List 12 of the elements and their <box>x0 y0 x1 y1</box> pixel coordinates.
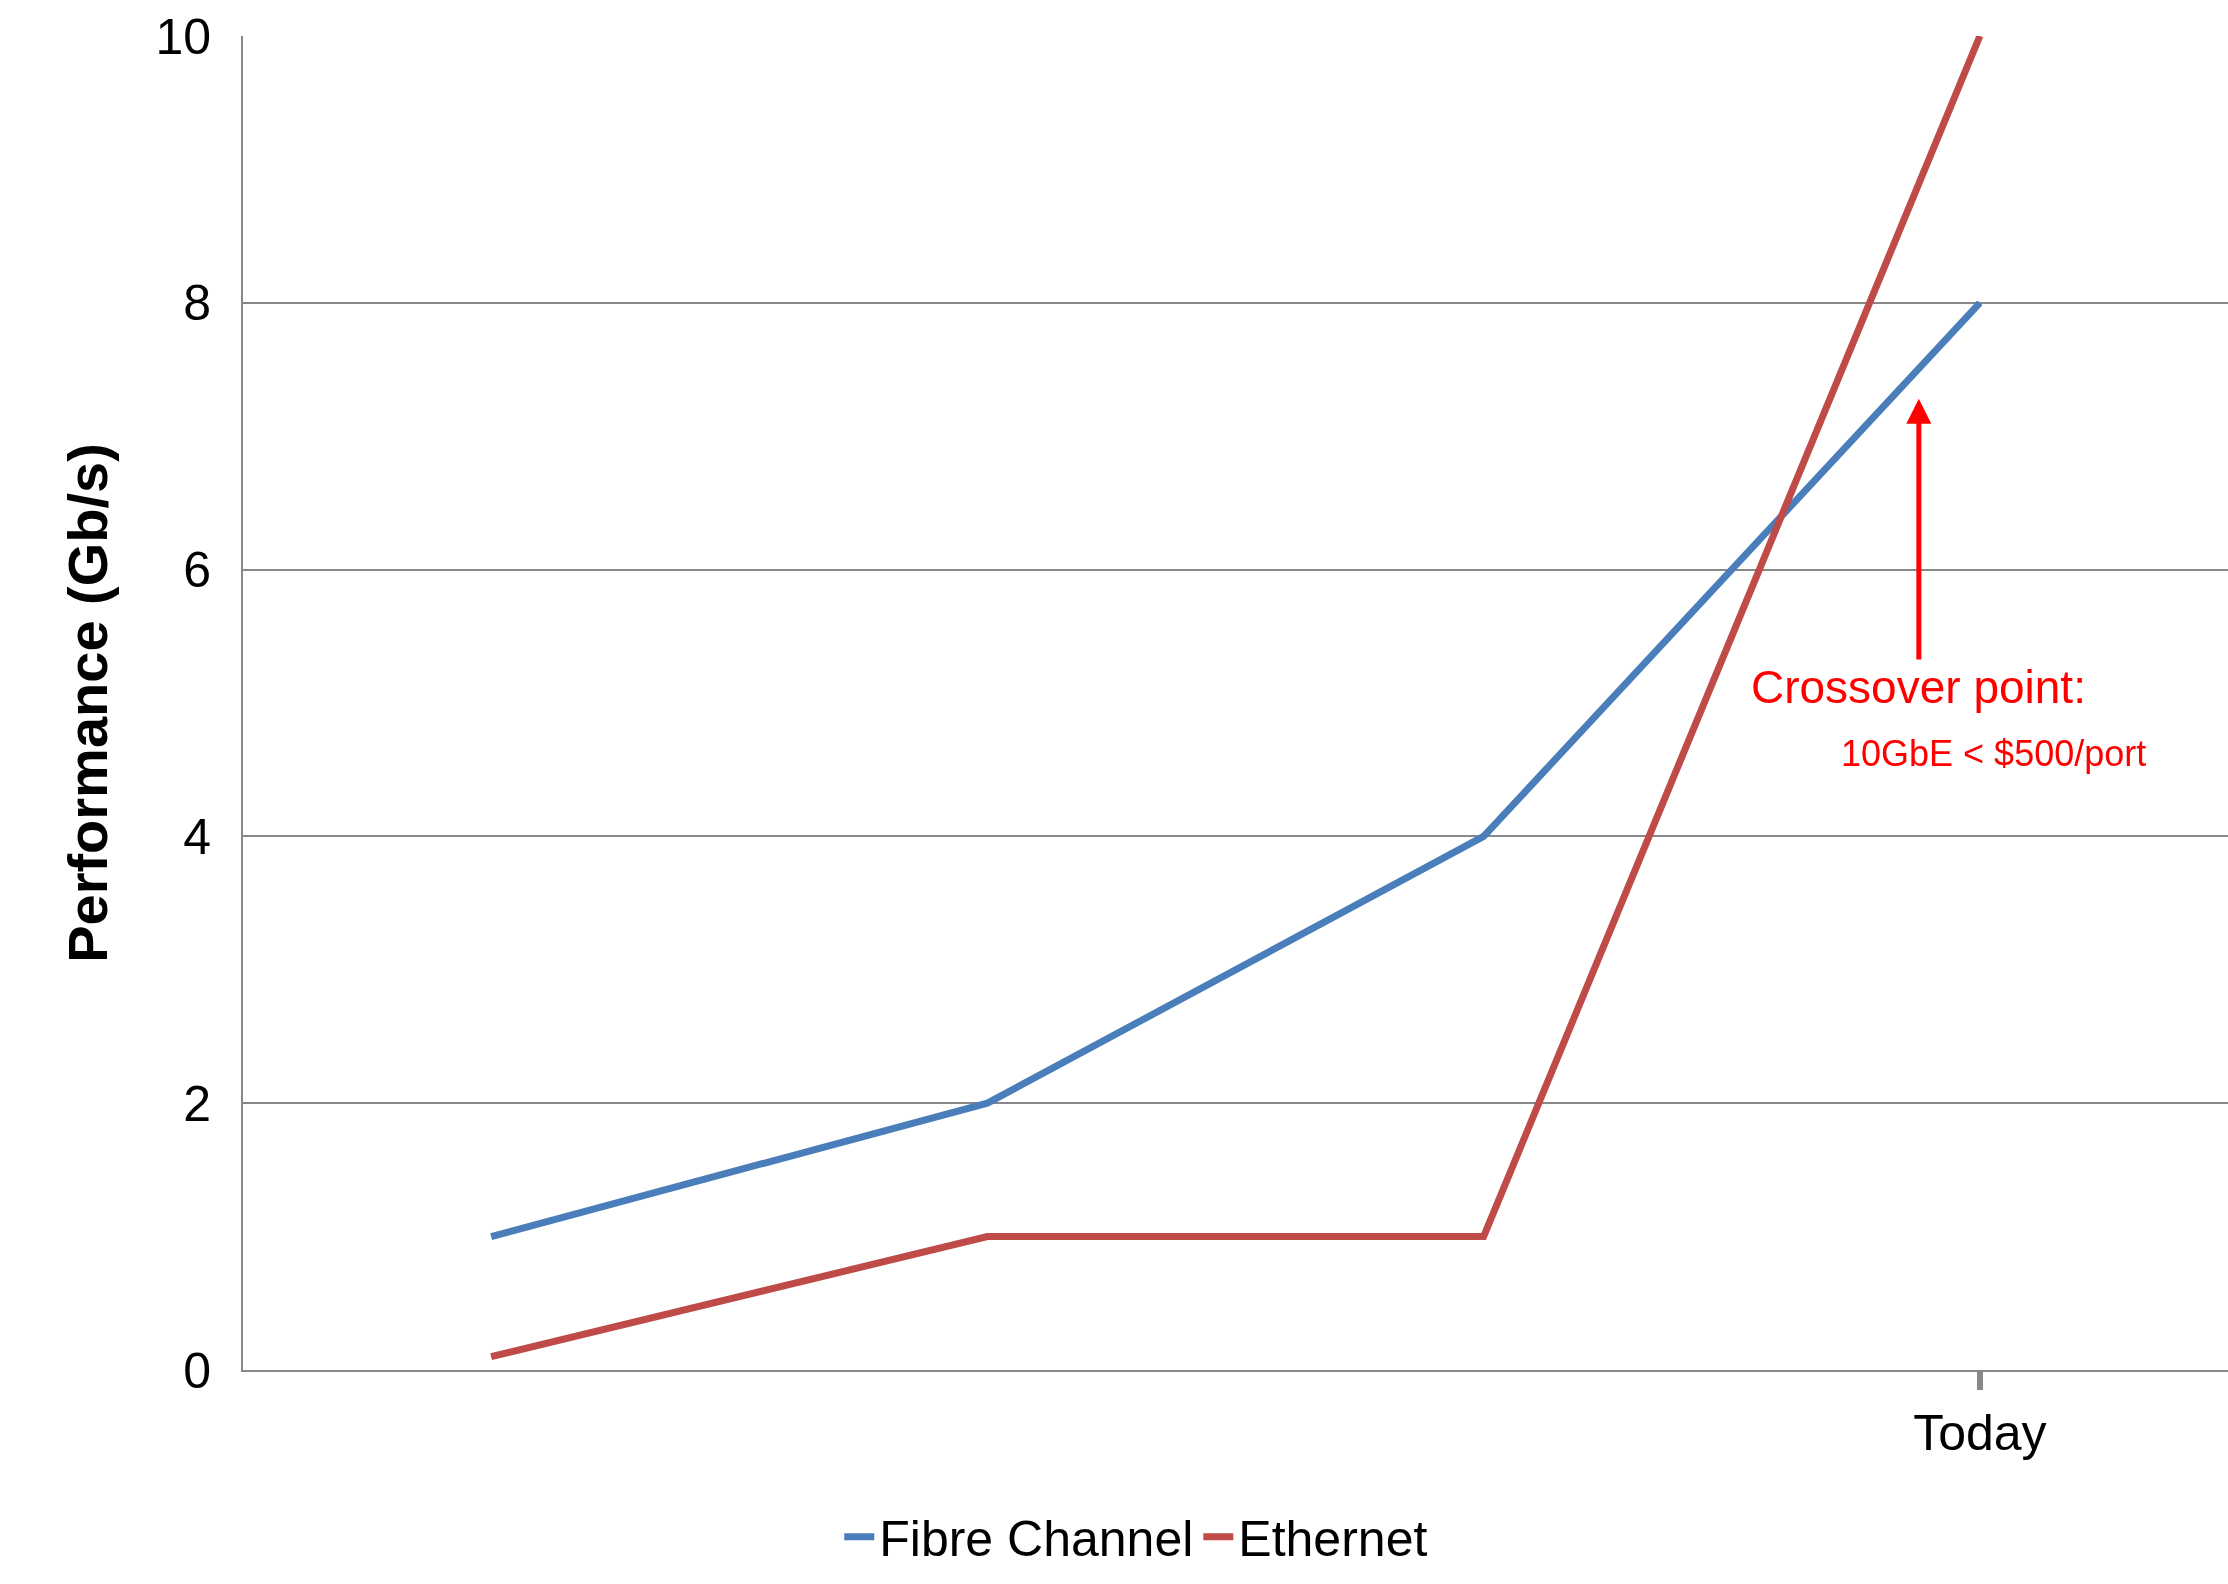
annotation: Crossover point: <box>1751 661 2086 713</box>
y-axis-title: Performance (Gb/s) <box>55 443 119 963</box>
legend-label: Ethernet <box>1238 1511 1428 1568</box>
x-tick-label: Today <box>1913 1405 2047 1461</box>
y-tick-label: 10 <box>155 8 211 65</box>
y-tick-label: 0 <box>183 1342 211 1399</box>
y-tick-label: 8 <box>183 275 211 332</box>
y-tick-label: 6 <box>183 542 211 599</box>
y-tick-label: 4 <box>183 808 211 865</box>
legend-label: Fibre Channel <box>879 1511 1194 1568</box>
annotation: 10GbE < $500/port <box>1841 733 2147 774</box>
y-tick-label: 2 <box>183 1075 211 1132</box>
